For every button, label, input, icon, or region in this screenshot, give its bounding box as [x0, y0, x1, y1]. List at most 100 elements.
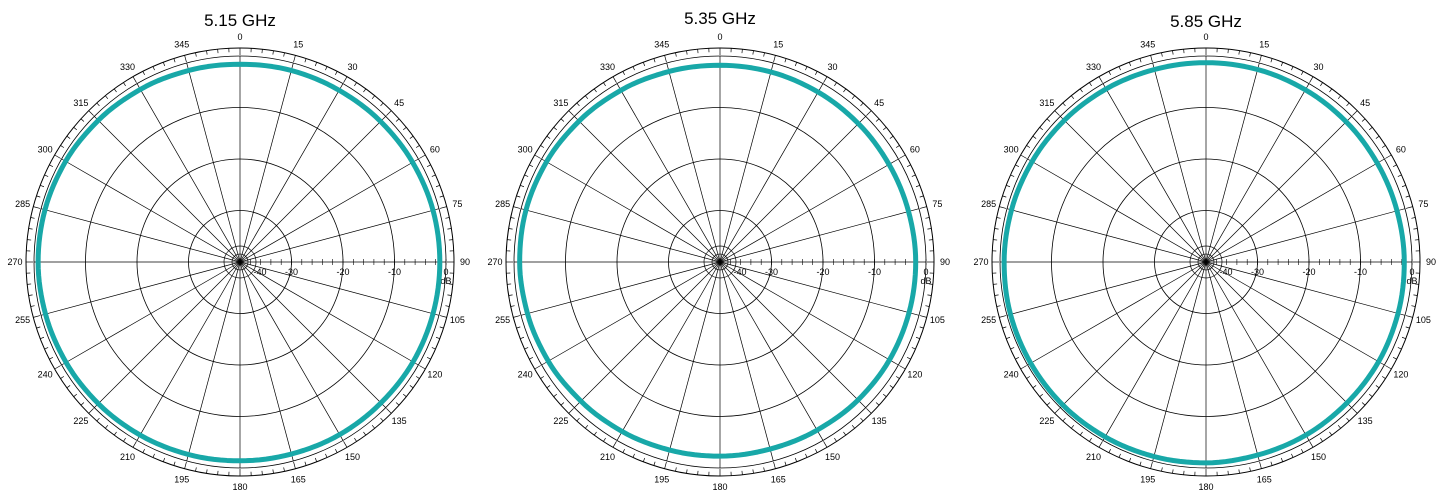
- spoke-210: [1102, 261, 1207, 441]
- outer-tick-201: [1128, 457, 1132, 462]
- outer-tick-27: [815, 71, 818, 76]
- spoke-300: [1027, 158, 1207, 263]
- angle-label-30: 30: [827, 62, 837, 72]
- radial-label--10: -10: [868, 267, 881, 277]
- outer-tick-294: [44, 174, 49, 177]
- angle-label-120: 120: [427, 370, 442, 380]
- angle-label-120: 120: [1393, 370, 1408, 380]
- outer-tick-282: [30, 217, 35, 219]
- outer-tick-300: [54, 154, 61, 159]
- outer-tick-306: [546, 135, 551, 139]
- outer-tick-75: [919, 206, 927, 209]
- outer-tick-123: [895, 376, 900, 379]
- outer-tick-252: [1002, 326, 1007, 329]
- outer-tick-318: [576, 102, 580, 107]
- angle-label-30: 30: [1313, 62, 1323, 72]
- outer-tick-342: [1139, 58, 1142, 63]
- spoke-30: [719, 83, 824, 263]
- outer-tick-60: [419, 154, 426, 159]
- angle-label-165: 165: [1257, 474, 1272, 484]
- outer-tick-45: [1352, 110, 1358, 116]
- spoke-135: [719, 261, 866, 408]
- angle-label-60: 60: [430, 145, 440, 155]
- angle-label-240: 240: [1004, 370, 1019, 380]
- outer-tick-57: [415, 145, 420, 148]
- outer-tick-138: [860, 417, 864, 422]
- radial-label-0: 0: [1409, 267, 1414, 277]
- outer-tick-222: [96, 417, 100, 422]
- radial-label-0: 0: [923, 267, 928, 277]
- spoke-255: [520, 261, 721, 316]
- outer-tick-171: [1238, 469, 1240, 474]
- outer-tick-111: [435, 336, 440, 340]
- outer-tick-207: [142, 448, 145, 453]
- outer-tick-153: [815, 448, 818, 453]
- outer-tick-300: [534, 154, 541, 159]
- outer-tick-81: [1413, 228, 1418, 230]
- angle-label-15: 15: [1259, 40, 1269, 50]
- outer-tick-261: [508, 294, 513, 296]
- outer-tick-348: [195, 52, 197, 57]
- outer-tick-345: [184, 55, 187, 63]
- angle-label-270: 270: [7, 257, 22, 267]
- outer-tick-324: [593, 88, 597, 93]
- outer-tick-333: [622, 71, 625, 76]
- outer-tick-141: [851, 424, 855, 429]
- angle-label-195: 195: [654, 474, 669, 484]
- outer-tick-60: [899, 154, 906, 159]
- outer-tick-246: [44, 347, 49, 350]
- outer-tick-195: [1150, 461, 1153, 469]
- chart-title: 5.35 GHz: [684, 9, 756, 28]
- radial-label-0: 0: [443, 267, 448, 277]
- outer-tick-99: [1413, 294, 1418, 296]
- spoke-15: [239, 62, 294, 263]
- spoke-315: [1060, 116, 1207, 263]
- spoke-165: [1205, 261, 1260, 462]
- outer-tick-144: [363, 431, 367, 436]
- outer-tick-9: [752, 50, 754, 55]
- outer-tick-30: [1309, 76, 1314, 83]
- outer-tick-252: [516, 326, 521, 329]
- outer-tick-351: [206, 50, 208, 55]
- outer-tick-69: [1401, 184, 1406, 188]
- spoke-255: [40, 261, 241, 316]
- angle-label-15: 15: [293, 40, 303, 50]
- outer-tick-168: [1249, 467, 1251, 472]
- spoke-45: [719, 116, 866, 263]
- outer-tick-342: [173, 58, 176, 63]
- outer-tick-303: [540, 145, 545, 148]
- outer-tick-126: [1375, 385, 1380, 389]
- outer-tick-120: [419, 365, 426, 370]
- outer-tick-162: [784, 461, 787, 466]
- angle-label-315: 315: [73, 98, 88, 108]
- outer-tick-189: [1172, 469, 1174, 474]
- outer-tick-108: [1405, 326, 1410, 329]
- outer-tick-126: [409, 385, 414, 389]
- outer-tick-249: [520, 336, 525, 340]
- outer-tick-36: [1329, 88, 1333, 93]
- outer-tick-42: [860, 102, 864, 107]
- spoke-120: [1205, 261, 1385, 366]
- polar-chart-1: 5.15 GHz 0 15 30 45 60 75 90 105 120 135 150 165 180 1…: [7, 11, 470, 492]
- outer-tick-219: [1071, 424, 1075, 429]
- outer-tick-345: [1150, 55, 1153, 63]
- outer-tick-306: [66, 135, 71, 139]
- outer-tick-114: [911, 347, 916, 350]
- spoke-165: [239, 261, 294, 462]
- outer-tick-327: [1089, 82, 1092, 87]
- outer-tick-60: [1385, 154, 1392, 159]
- outer-tick-63: [426, 164, 431, 167]
- outer-tick-288: [516, 195, 521, 198]
- angle-label-75: 75: [932, 199, 942, 209]
- outer-tick-282: [996, 217, 1001, 219]
- outer-tick-213: [123, 437, 126, 442]
- angle-label-15: 15: [773, 40, 783, 50]
- outer-tick-42: [380, 102, 384, 107]
- outer-tick-228: [560, 402, 565, 406]
- outer-tick-279: [508, 228, 513, 230]
- outer-tick-132: [1361, 402, 1366, 406]
- angle-label-285: 285: [981, 199, 996, 209]
- angle-label-45: 45: [394, 98, 404, 108]
- outer-tick-165: [293, 461, 296, 469]
- angle-label-120: 120: [907, 370, 922, 380]
